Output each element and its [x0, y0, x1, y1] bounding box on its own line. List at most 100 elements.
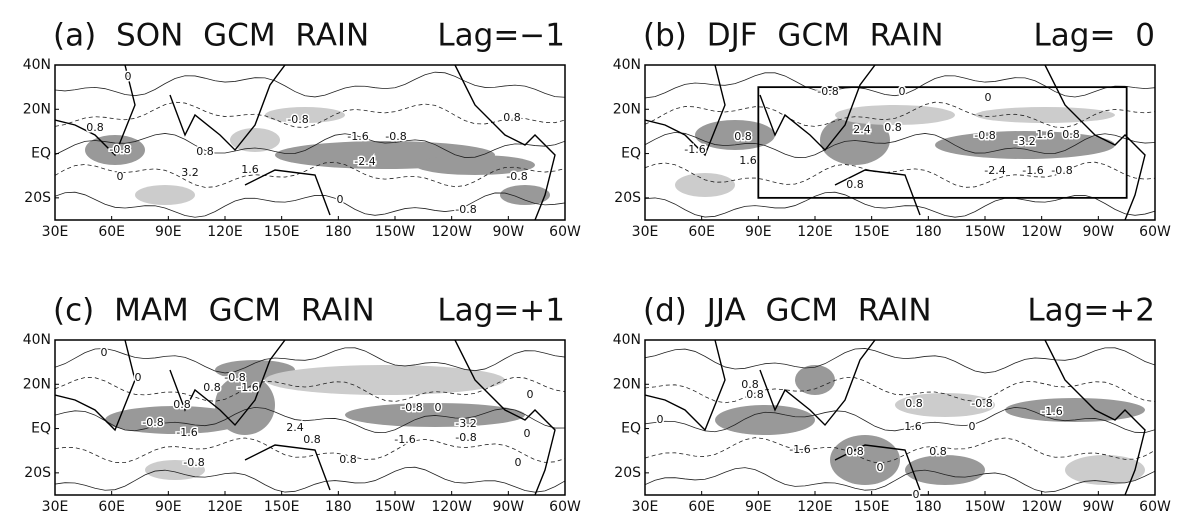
contour-label: -0.8 — [224, 371, 245, 384]
contour-label: -1.6 — [237, 381, 258, 394]
x-tick-label: 150W — [965, 499, 1006, 515]
shading — [935, 131, 1115, 159]
contour-label: -0.8 — [109, 143, 130, 156]
shading — [820, 115, 890, 165]
shading — [795, 365, 835, 395]
y-tick-label: EQ — [31, 146, 51, 162]
y-tick-label: 20S — [24, 190, 51, 206]
contour-label: 0.8 — [905, 397, 923, 410]
contour-line — [55, 133, 565, 158]
contour-label: -2.4 — [354, 155, 375, 168]
coastline — [55, 65, 556, 220]
coastline — [55, 340, 556, 495]
contour-label: 0.8 — [846, 445, 864, 458]
x-tick-label: 60W — [1139, 499, 1171, 515]
x-tick-label: 180 — [915, 224, 942, 240]
x-tick-label: 30E — [632, 499, 659, 515]
contour-label: 1.6 — [241, 163, 259, 176]
contour-line — [55, 101, 565, 128]
contour-line — [645, 72, 1155, 99]
x-tick-label: 120E — [797, 499, 833, 515]
x-tick-label: 90W — [1082, 224, 1114, 240]
contour-label: -1.6 — [684, 143, 705, 156]
x-tick-label: 120E — [797, 224, 833, 240]
contour-label: -0.8 — [974, 129, 995, 142]
region-box — [757, 86, 1128, 199]
contour-line — [55, 466, 565, 493]
contour-label: 0.8 — [303, 433, 321, 446]
x-tick-label: 90E — [745, 499, 772, 515]
contour-label: -3.2 — [455, 417, 476, 430]
contour-label: -0.8 — [455, 431, 476, 444]
contour-label: 0 — [969, 420, 976, 433]
contour-label: -0.8 — [183, 456, 204, 469]
contour-label: 0 — [125, 70, 132, 83]
contour-label: -1.6 — [347, 130, 368, 143]
contour-line — [55, 406, 565, 434]
y-tick-label: 40N — [23, 57, 51, 73]
x-tick-label: 150W — [965, 224, 1006, 240]
contour-line — [55, 347, 565, 374]
x-tick-label: 60E — [688, 224, 715, 240]
shading — [830, 435, 900, 485]
contour-label: 0.8 — [196, 145, 214, 158]
x-tick-label: 90W — [1082, 499, 1114, 515]
contour-line — [645, 437, 1155, 464]
contour-label: 1.6 — [739, 154, 757, 167]
y-tick-label: EQ — [621, 421, 641, 437]
contour-label: 0.8 — [203, 381, 221, 394]
shading — [230, 128, 280, 152]
x-tick-label: 120W — [1021, 224, 1062, 240]
map-panel: (b) DJF GCM RAIN Lag= 0 30E 60E 90E 120E 150E 1… — [613, 18, 1171, 241]
x-tick-label: 120W — [431, 224, 472, 240]
shading — [715, 405, 815, 435]
x-tick-label: 90E — [155, 499, 182, 515]
x-tick-label: 60E — [98, 499, 125, 515]
map-panel: (a) SON GCM RAIN Lag=−1 30E 60E 90E 120E 150E 1… — [23, 18, 581, 241]
contour-label: 0.8 — [929, 445, 947, 458]
x-tick-label: 90E — [745, 224, 772, 240]
contour-label: 2.4 — [853, 123, 871, 136]
x-tick-label: 180 — [325, 224, 352, 240]
contour-line — [645, 101, 1155, 128]
contour-line — [645, 191, 1155, 218]
map-panel: (c) MAM GCM RAIN Lag=+1 30E 60E 90E 120E 150E 1… — [23, 293, 581, 516]
map-panel: (d) JJA GCM RAIN Lag=+2 30E 60E 90E 120E 150E 1… — [613, 293, 1171, 516]
contour-label: -1.6 — [1022, 164, 1043, 177]
contour-label: 1.6 — [904, 420, 922, 433]
contour-line — [55, 376, 565, 402]
shading — [265, 107, 345, 123]
panel-title: (a) SON GCM RAIN — [53, 18, 369, 54]
shading — [145, 460, 205, 480]
x-tick-label: 60W — [549, 499, 581, 515]
shading — [1065, 455, 1145, 485]
contour-label: 3.2 — [181, 166, 199, 179]
map-frame — [644, 64, 1156, 221]
panel-title: (c) MAM GCM RAIN — [53, 293, 375, 329]
y-tick-label: 20N — [613, 376, 641, 392]
y-tick-label: 40N — [613, 332, 641, 348]
x-tick-label: 90E — [155, 224, 182, 240]
contour-label: 0.8 — [734, 130, 752, 143]
x-tick-label: 60W — [1139, 224, 1171, 240]
contour-label: 0 — [657, 413, 664, 426]
contour-label: 0.8 — [1062, 128, 1080, 141]
contour-label: -1.6 — [789, 443, 810, 456]
contour-label: -0.8 — [401, 401, 422, 414]
x-tick-label: 30E — [632, 224, 659, 240]
panel-lag: Lag=+2 — [1027, 293, 1155, 329]
contour-line — [645, 377, 1155, 404]
y-tick-label: EQ — [621, 146, 641, 162]
contour-label: 0 — [515, 456, 522, 469]
contour-label: 0 — [877, 461, 884, 474]
coastline — [645, 340, 1146, 495]
shading — [135, 185, 195, 205]
contour-label: 0.8 — [884, 121, 902, 134]
contour-line — [645, 161, 1155, 188]
shading — [895, 393, 995, 417]
contour-label: -0.8 — [817, 85, 838, 98]
x-tick-label: 120W — [431, 499, 472, 515]
contour-line — [55, 437, 565, 464]
contour-line — [55, 71, 565, 98]
